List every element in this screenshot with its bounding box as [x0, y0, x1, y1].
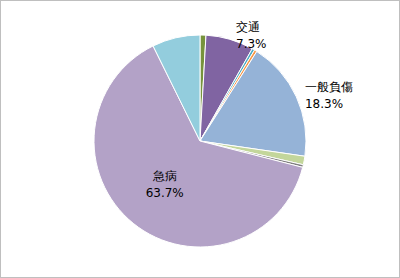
svg-text:急病: 急病	[152, 169, 177, 183]
svg-text:交通: 交通	[236, 20, 260, 34]
svg-text:63.7%: 63.7%	[146, 186, 184, 200]
svg-text:7.3%: 7.3%	[236, 37, 266, 51]
svg-text:18.3%: 18.3%	[305, 97, 343, 111]
svg-text:一般負傷: 一般負傷	[305, 80, 353, 94]
